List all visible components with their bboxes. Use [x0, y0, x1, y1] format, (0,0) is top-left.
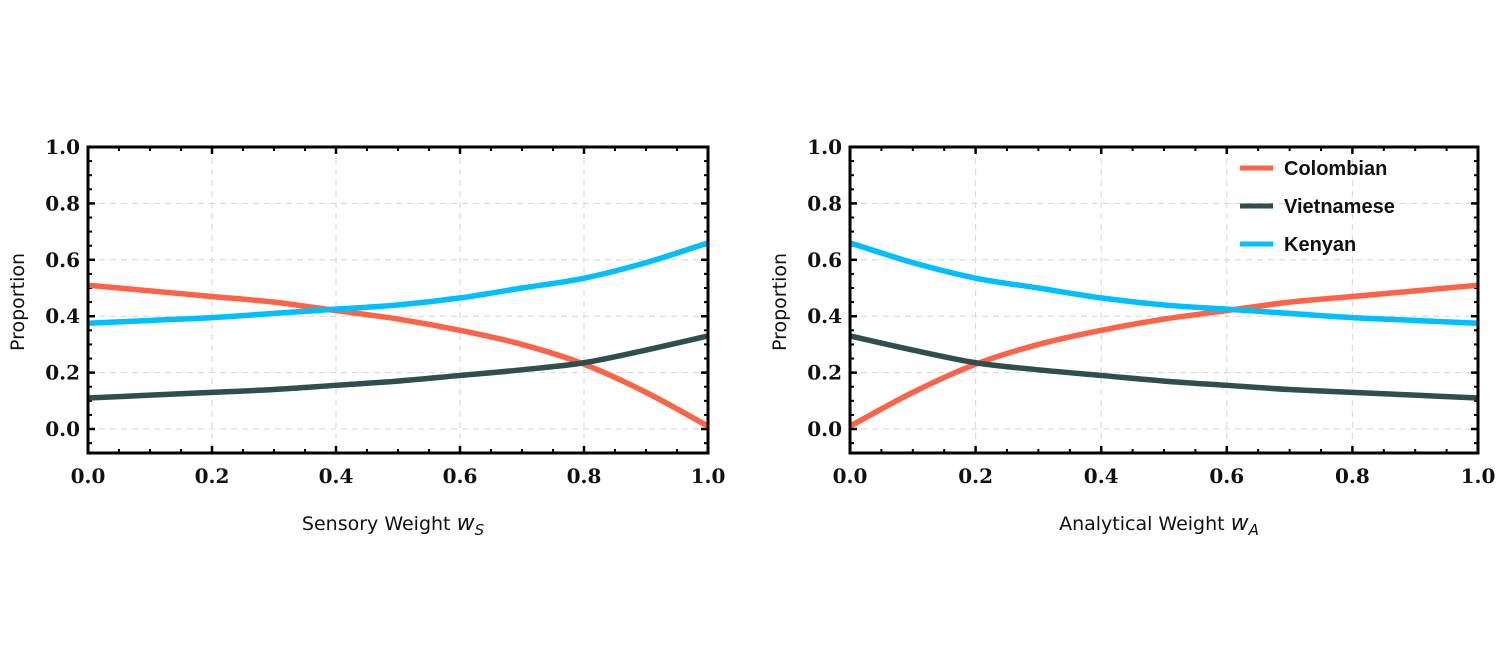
- y-tick-label: 0.8: [45, 191, 80, 215]
- x-tick-label: 0.2: [958, 464, 993, 488]
- y-tick-label: 0.2: [45, 361, 80, 385]
- y-tick-label: 0.6: [807, 248, 842, 272]
- x-axis-symbol: w: [1231, 511, 1250, 536]
- x-tick-label: 0.6: [443, 464, 478, 488]
- legend-item: Kenyan: [1240, 234, 1356, 256]
- x-axis-label-text: Analytical Weight: [1059, 513, 1231, 535]
- x-tick-label: 0.4: [1084, 464, 1119, 488]
- x-tick-label: 0.0: [71, 464, 106, 488]
- plot-frame: [848, 145, 1480, 455]
- legend-label: Vietnamese: [1284, 196, 1395, 218]
- x-tick-label: 0.2: [195, 464, 230, 488]
- y-tick-label: 1.0: [807, 135, 842, 159]
- y-tick-label: 0.4: [45, 304, 80, 328]
- legend-item: Colombian: [1240, 158, 1387, 180]
- series-line-colombian: [87, 282, 710, 429]
- y-tick-label: 0.0: [807, 417, 842, 441]
- series-line-colombian: [848, 282, 1479, 429]
- plot-frame: [86, 145, 710, 455]
- chart-panel-1: 0.0 0.2 0.4 0.6 0.8 1.0 0.0 0.2 0.4 0.6 0.8 1.0 Sens…: [7, 135, 725, 539]
- y-tick-label: 0.6: [45, 248, 80, 272]
- x-tick-label: 0.4: [319, 464, 354, 488]
- series-line-kenyan: [87, 240, 709, 327]
- x-tick-label: 0.6: [1209, 464, 1244, 488]
- x-axis-label-text: Sensory Weight: [302, 513, 457, 535]
- x-axis-subscript: A: [1248, 521, 1259, 539]
- chart-panel-2: 0.0 0.2 0.4 0.6 0.8 1.0 0.0 0.2 0.4 0.6 0.8 1.0 Anal…: [769, 135, 1495, 539]
- x-tick-label: 0.0: [833, 464, 868, 488]
- series-line-vietnamese: [87, 333, 709, 401]
- x-tick-label: 1.0: [1461, 464, 1496, 488]
- y-tick-label: 0.8: [807, 191, 842, 215]
- x-axis-label: Analytical Weight wA: [1059, 511, 1259, 539]
- legend-item: Vietnamese: [1240, 196, 1395, 218]
- x-axis-symbol: w: [457, 511, 476, 536]
- x-tick-label: 0.8: [1335, 464, 1370, 488]
- y-tick-label: 1.0: [45, 135, 80, 159]
- y-tick-label: 0.0: [45, 417, 80, 441]
- y-tick-label: 0.2: [807, 361, 842, 385]
- series-line-vietnamese: [849, 333, 1479, 401]
- legend: Colombian Vietnamese Kenyan: [1240, 158, 1395, 256]
- y-tick-label: 0.4: [807, 304, 842, 328]
- legend-label: Kenyan: [1284, 234, 1356, 256]
- x-tick-label: 1.0: [691, 464, 726, 488]
- legend-label: Colombian: [1284, 158, 1387, 180]
- x-axis-label: Sensory Weight wS: [302, 511, 485, 539]
- y-axis-label: Proportion: [7, 253, 29, 351]
- x-tick-label: 0.8: [567, 464, 602, 488]
- x-axis-subscript: S: [475, 521, 485, 539]
- series-line-kenyan: [849, 240, 1479, 327]
- y-axis-label: Proportion: [769, 253, 791, 351]
